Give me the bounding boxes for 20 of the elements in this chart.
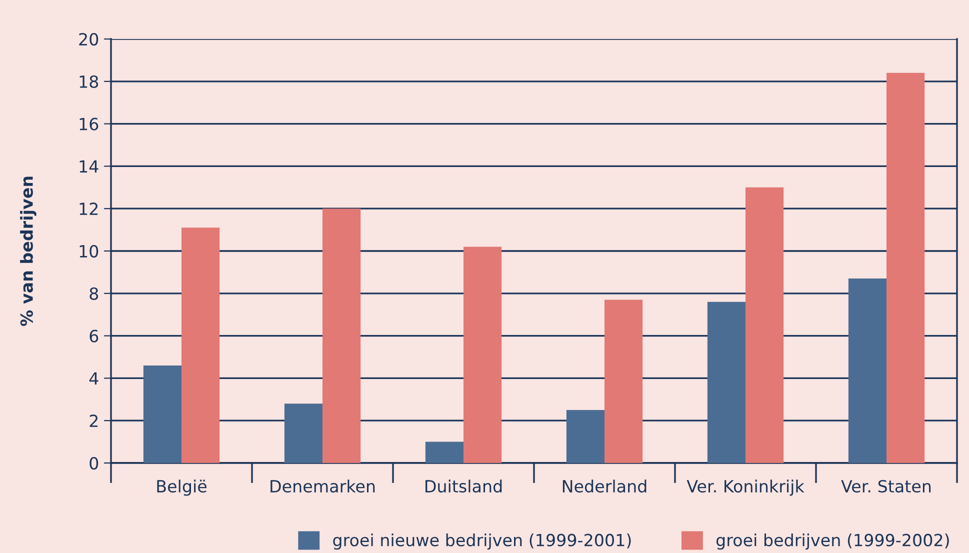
y-tick-label: 4	[89, 372, 98, 385]
x-tick-label: Denemarken	[270, 480, 375, 493]
y-tick-label: 10	[80, 244, 98, 258]
x-tick-label: Ver. Staten	[841, 480, 931, 493]
y-axis-title: % van bedrijven	[20, 176, 36, 326]
y-tick-label: 6	[90, 330, 98, 342]
x-tick-label: Nederland	[562, 480, 646, 493]
y-tick-label: 0	[90, 456, 98, 470]
x-tick-label: België	[157, 480, 206, 496]
legend-label: groei bedrijven (1999-2002)	[716, 533, 949, 550]
y-tick-label: 14	[80, 160, 98, 173]
y-tick-label: 8	[90, 287, 98, 300]
y-tick-label: 18	[80, 75, 98, 88]
x-tick-label: Ver. Koninkrijk	[686, 480, 804, 496]
y-tick-label: 16	[80, 118, 98, 130]
x-tick-label: Duitsland	[426, 480, 502, 493]
legend-label: groei nieuwe bedrijven (1999-2001)	[333, 533, 631, 550]
y-tick-label: 20	[79, 32, 98, 46]
y-tick-label: 2	[90, 414, 98, 427]
y-tick-label: 12	[80, 202, 98, 215]
